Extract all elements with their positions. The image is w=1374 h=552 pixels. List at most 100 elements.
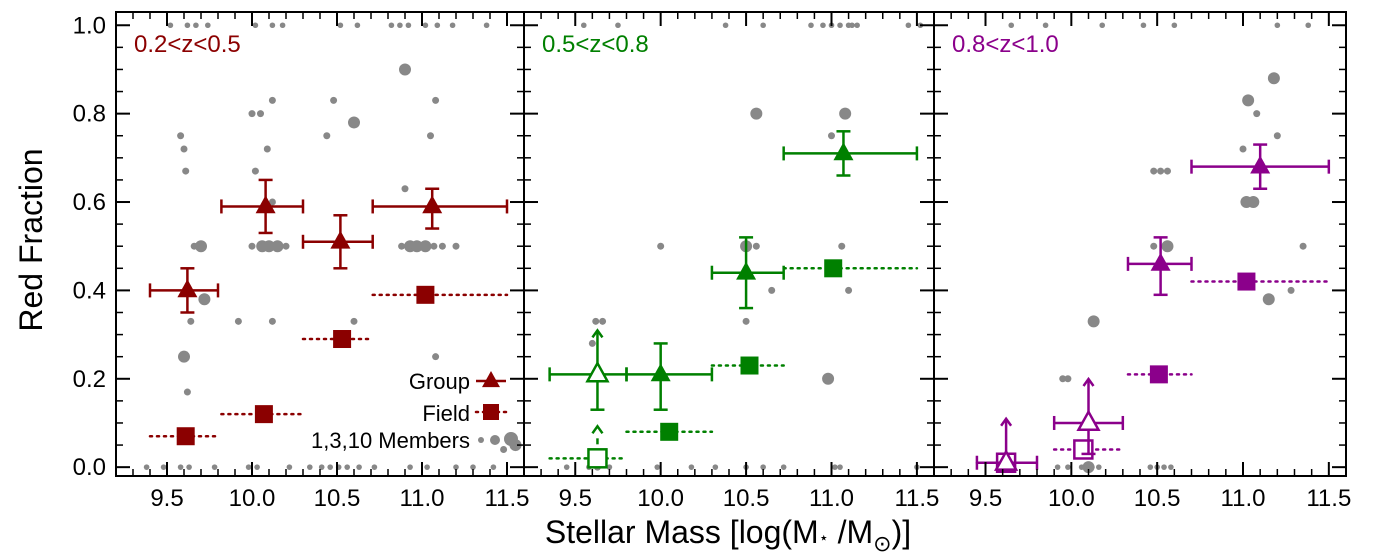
- group-marker: [650, 363, 671, 382]
- member-dot-bottom: [1065, 464, 1071, 470]
- field-marker: [1149, 365, 1168, 384]
- member-dot-top: [167, 22, 174, 29]
- group-marker: [1076, 409, 1101, 432]
- member-dot: [750, 107, 763, 120]
- panels-group: 9.5 10.0 10.5 11.0 11.5 0.0 0.2 0.4 0.6 0.8 1.0 0.2…: [73, 11, 1351, 512]
- member-dot: [432, 96, 440, 104]
- field-marker: [660, 422, 679, 441]
- member-dot: [268, 317, 276, 325]
- member-dot: [177, 132, 185, 140]
- x-tick-label: 10.5: [1134, 485, 1181, 512]
- panel-title: 0.2<z<0.5: [134, 31, 241, 58]
- member-dot: [234, 317, 242, 325]
- member-dot: [330, 96, 338, 104]
- group-marker: [330, 230, 351, 249]
- field-marker: [254, 405, 273, 424]
- member-dot-bottom: [760, 464, 766, 470]
- member-dot-bottom: [453, 464, 459, 470]
- x-tick-label: 9.5: [969, 485, 1002, 512]
- member-dot: [742, 317, 750, 325]
- group-marker: [422, 195, 443, 214]
- x-tick-label: 10.5: [314, 485, 361, 512]
- member-dot: [1163, 167, 1171, 175]
- member-dot-bottom: [160, 464, 167, 470]
- member-dot-top: [808, 22, 814, 29]
- member-dot-bottom: [307, 464, 313, 470]
- x-tick-label: 10.0: [637, 485, 684, 512]
- member-dot-top: [722, 22, 729, 29]
- legend-member-medium: [490, 435, 500, 445]
- member-dot-bottom: [490, 464, 497, 470]
- member-dot-top: [1042, 22, 1049, 29]
- member-dot-top: [354, 22, 361, 29]
- member-dot: [1239, 145, 1247, 153]
- member-dot-bottom: [254, 464, 260, 470]
- y-tick-label: 0.6: [73, 189, 106, 216]
- member-dot-top: [905, 22, 912, 29]
- member-dot-top: [760, 22, 766, 29]
- member-dot: [430, 242, 438, 250]
- member-dot: [183, 388, 191, 396]
- member-dot: [1082, 461, 1095, 474]
- member-dot-top: [405, 22, 412, 29]
- member-dot: [839, 107, 852, 120]
- member-dot: [599, 317, 607, 325]
- member-dot-bottom: [424, 464, 430, 470]
- member-dot-top: [252, 22, 259, 29]
- member-dot-bottom: [837, 464, 843, 470]
- member-dot-top: [849, 22, 855, 29]
- member-dot-bottom: [344, 464, 351, 470]
- member-dot-bottom: [211, 464, 218, 470]
- x-tick-label: 9.5: [150, 485, 183, 512]
- member-dot: [427, 132, 434, 140]
- member-dot: [348, 116, 360, 129]
- member-dot-bottom: [1147, 464, 1154, 470]
- x-tick-label: 11.0: [1221, 485, 1266, 512]
- member-dot-top: [854, 22, 860, 29]
- member-dot: [399, 63, 411, 76]
- member-dot-top: [1008, 22, 1015, 29]
- member-dot: [1157, 167, 1165, 175]
- group-limit-arrow-head: [591, 328, 604, 339]
- member-dot-top: [837, 22, 843, 29]
- field-marker: [416, 285, 435, 304]
- member-dot: [1273, 132, 1281, 140]
- member-dot: [752, 242, 760, 250]
- legend-member-small: [478, 437, 484, 443]
- y-tick-label: 1.0: [73, 12, 106, 39]
- field-marker: [824, 259, 843, 278]
- member-dot: [1150, 242, 1158, 250]
- member-dot-bottom: [712, 464, 719, 470]
- member-dot-bottom: [654, 464, 661, 470]
- member-dot-bottom: [356, 464, 362, 470]
- member-dot-bottom: [470, 464, 476, 470]
- group-marker: [1150, 252, 1171, 271]
- group-marker: [177, 279, 198, 298]
- member-dot: [268, 198, 276, 206]
- member-dot: [178, 350, 190, 363]
- member-dot-top: [193, 22, 199, 29]
- member-dot: [182, 167, 190, 175]
- member-dot-bottom: [832, 464, 838, 470]
- group-limit-arrow-head: [1000, 416, 1013, 427]
- x-tick-label: 10.0: [229, 485, 276, 512]
- member-dot: [1064, 375, 1072, 383]
- member-dot: [1161, 240, 1174, 253]
- member-dot-top: [397, 22, 403, 29]
- x-tick-label: 10.5: [723, 485, 770, 512]
- member-dot-top: [205, 22, 211, 29]
- member-dot: [398, 242, 406, 250]
- member-dot: [401, 185, 409, 193]
- member-dot: [500, 445, 508, 453]
- x-tick-label: 11.5: [485, 485, 530, 512]
- x-axis-label-sun: ⊙: [873, 531, 891, 552]
- x-axis-label-star: ⋆: [819, 530, 829, 547]
- member-dot-top: [580, 22, 587, 29]
- field-limit-arrow: [591, 424, 604, 435]
- member-dot-top: [1099, 22, 1106, 29]
- member-dot: [822, 372, 835, 385]
- field-marker: [176, 427, 195, 446]
- member-dot: [180, 145, 188, 153]
- member-dot: [257, 110, 264, 118]
- member-dot-top: [483, 22, 490, 29]
